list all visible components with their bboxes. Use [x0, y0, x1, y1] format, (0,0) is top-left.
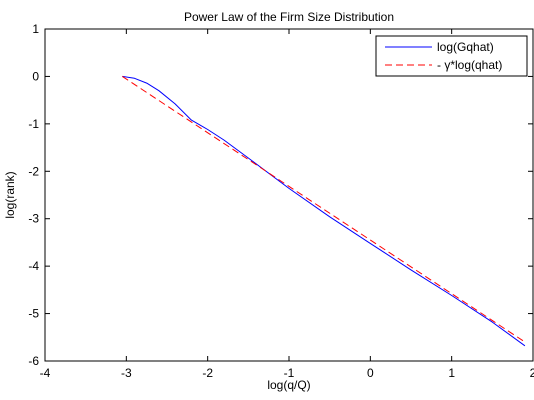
y-tick-label: -5	[28, 307, 39, 321]
legend-label-series-1: log(Gqhat)	[437, 40, 494, 54]
x-tick-label: -3	[121, 366, 132, 380]
x-tick-label: -1	[284, 366, 295, 380]
x-tick-label: -2	[202, 366, 213, 380]
y-tick-label: -1	[28, 117, 39, 131]
plot-area	[44, 28, 534, 362]
chart-title: Power Law of the Firm Size Distribution	[184, 10, 394, 24]
y-tick-label: -2	[28, 164, 39, 178]
y-tick-label: -4	[28, 259, 39, 273]
x-tick-label: -4	[40, 366, 51, 380]
y-tick-label: -6	[28, 354, 39, 368]
y-axis-ticks: -6 -5 -4 -3 -2 -1 0 1	[28, 22, 533, 368]
series-layer	[122, 75, 526, 347]
y-tick-label: -3	[28, 212, 39, 226]
x-axis-label: log(q/Q)	[267, 378, 310, 392]
x-tick-label: 2	[530, 366, 534, 380]
legend-label-series-2: - γ*log(qhat)	[437, 58, 502, 72]
y-axis-label: log(rank)	[3, 171, 17, 218]
x-axis-ticks: -4 -3 -2 -1 0 1 2	[40, 29, 534, 380]
x-tick-label: 0	[367, 366, 374, 380]
legend: log(Gqhat) - γ*log(qhat)	[375, 35, 528, 77]
y-tick-label: 0	[32, 69, 39, 83]
series-line-1	[122, 75, 526, 347]
series-line-2	[122, 75, 526, 343]
x-tick-label: 1	[448, 366, 455, 380]
legend-box	[375, 35, 528, 77]
y-tick-label: 1	[32, 22, 39, 36]
